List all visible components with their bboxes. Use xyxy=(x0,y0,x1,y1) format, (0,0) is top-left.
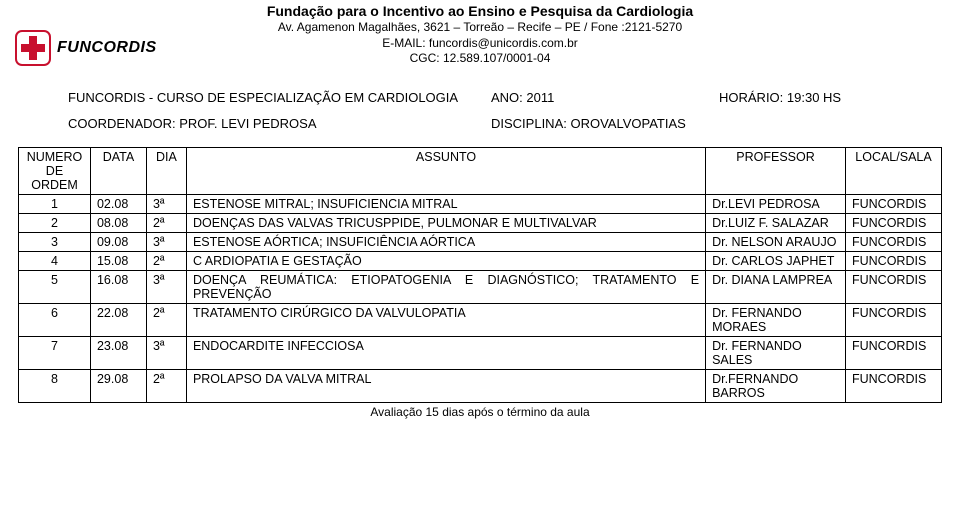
table-cell: 29.08 xyxy=(90,370,146,403)
table-cell: 3 xyxy=(19,233,91,252)
table-header: NUMERO DE ORDEM DATA DIA ASSUNTO PROFESS… xyxy=(19,148,942,195)
table-body-b: 415.082ªC ARDIOPATIA E GESTAÇÃODr. CARLO… xyxy=(19,252,942,271)
col-num: NUMERO DE ORDEM xyxy=(19,148,91,195)
table-cell: 7 xyxy=(19,337,91,370)
course-year: ANO: 2011 xyxy=(491,87,711,109)
table-cell: 2ª xyxy=(146,304,186,337)
schedule-table: NUMERO DE ORDEM DATA DIA ASSUNTO PROFESS… xyxy=(18,147,942,403)
table-cell: DOENÇA REUMÁTICA: ETIOPATOGENIA E DIAGNÓ… xyxy=(186,271,705,304)
table-cell: ESTENOSE AÓRTICA; INSUFICIÊNCIA AÓRTICA xyxy=(186,233,705,252)
table-cell: 16.08 xyxy=(90,271,146,304)
table-cell: ENDOCARDITE INFECCIOSA xyxy=(186,337,705,370)
table-cell: DOENÇAS DAS VALVAS TRICUSPPIDE, PULMONAR… xyxy=(186,214,705,233)
col-local: LOCAL/SALA xyxy=(845,148,941,195)
table-cell: FUNCORDIS xyxy=(845,195,941,214)
table-cell: Dr.FERNANDO BARROS xyxy=(706,370,846,403)
course-coord: COORDENADOR: PROF. LEVI PEDROSA xyxy=(68,113,483,135)
table-cell: 23.08 xyxy=(90,337,146,370)
course-time: HORÁRIO: 19:30 HS xyxy=(719,87,841,109)
table-cell: FUNCORDIS xyxy=(845,337,941,370)
header-title: Fundação para o Incentivo ao Ensino e Pe… xyxy=(0,2,960,20)
col-prof: PROFESSOR xyxy=(706,148,846,195)
table-row: 208.082ªDOENÇAS DAS VALVAS TRICUSPPIDE, … xyxy=(19,214,942,233)
table-cell: 2ª xyxy=(146,252,186,271)
course-disc: DISCIPLINA: OROVALVOPATIAS xyxy=(491,113,686,135)
table-cell: 4 xyxy=(19,252,91,271)
table-cell: FUNCORDIS xyxy=(845,233,941,252)
table-cell: 15.08 xyxy=(90,252,146,271)
table-cell: 02.08 xyxy=(90,195,146,214)
table-body-a: 102.083ªESTENOSE MITRAL; INSUFICIENCIA M… xyxy=(19,195,942,252)
table-row: 622.082ªTRATAMENTO CIRÚRGICO DA VALVULOP… xyxy=(19,304,942,337)
table-cell: 2 xyxy=(19,214,91,233)
table-cell: Dr.LUIZ F. SALAZAR xyxy=(706,214,846,233)
table-cell: 2ª xyxy=(146,214,186,233)
logo-text: FUNCORDIS xyxy=(57,39,157,57)
table-row: 102.083ªESTENOSE MITRAL; INSUFICIENCIA M… xyxy=(19,195,942,214)
table-cell: 22.08 xyxy=(90,304,146,337)
course-info: FUNCORDIS - CURSO DE ESPECIALIZAÇÃO EM C… xyxy=(68,87,960,135)
table-row: 309.083ªESTENOSE AÓRTICA; INSUFICIÊNCIA … xyxy=(19,233,942,252)
table-row: 829.082ªPROLAPSO DA VALVA MITRALDr.FERNA… xyxy=(19,370,942,403)
table-cell: 3ª xyxy=(146,271,186,304)
table-cell: ESTENOSE MITRAL; INSUFICIENCIA MITRAL xyxy=(186,195,705,214)
table-row: 516.083ªDOENÇA REUMÁTICA: ETIOPATOGENIA … xyxy=(19,271,942,304)
table-cell: 08.08 xyxy=(90,214,146,233)
col-data: DATA xyxy=(90,148,146,195)
table-cell: TRATAMENTO CIRÚRGICO DA VALVULOPATIA xyxy=(186,304,705,337)
table-row: 723.083ªENDOCARDITE INFECCIOSADr. FERNAN… xyxy=(19,337,942,370)
logo-area: FUNCORDIS xyxy=(15,30,157,66)
table-cell: C ARDIOPATIA E GESTAÇÃO xyxy=(186,252,705,271)
table-cell: PROLAPSO DA VALVA MITRAL xyxy=(186,370,705,403)
table-cell: 1 xyxy=(19,195,91,214)
table-row: 415.082ªC ARDIOPATIA E GESTAÇÃODr. CARLO… xyxy=(19,252,942,271)
table-cell: Dr. FERNANDO SALES xyxy=(706,337,846,370)
col-dia: DIA xyxy=(146,148,186,195)
table-cell: FUNCORDIS xyxy=(845,304,941,337)
heart-cross-icon xyxy=(15,30,51,66)
table-cell: 3ª xyxy=(146,195,186,214)
table-cell: 5 xyxy=(19,271,91,304)
course-title: FUNCORDIS - CURSO DE ESPECIALIZAÇÃO EM C… xyxy=(68,87,483,109)
table-cell: 8 xyxy=(19,370,91,403)
table-cell: FUNCORDIS xyxy=(845,214,941,233)
table-cell: Dr. FERNANDO MORAES xyxy=(706,304,846,337)
table-cell: 09.08 xyxy=(90,233,146,252)
table-cell: Dr.LEVI PEDROSA xyxy=(706,195,846,214)
table-cell: 3ª xyxy=(146,233,186,252)
table-cell: Dr. CARLOS JAPHET xyxy=(706,252,846,271)
footer-note: Avaliação 15 dias após o término da aula xyxy=(0,405,960,419)
table-cell: FUNCORDIS xyxy=(845,271,941,304)
table-cell: 6 xyxy=(19,304,91,337)
col-assunto: ASSUNTO xyxy=(186,148,705,195)
table-body-c: 516.083ªDOENÇA REUMÁTICA: ETIOPATOGENIA … xyxy=(19,271,942,403)
table-cell: FUNCORDIS xyxy=(845,370,941,403)
table-cell: Dr. DIANA LAMPREA xyxy=(706,271,846,304)
table-cell: FUNCORDIS xyxy=(845,252,941,271)
table-cell: 2ª xyxy=(146,370,186,403)
table-cell: Dr. NELSON ARAUJO xyxy=(706,233,846,252)
table-cell: 3ª xyxy=(146,337,186,370)
